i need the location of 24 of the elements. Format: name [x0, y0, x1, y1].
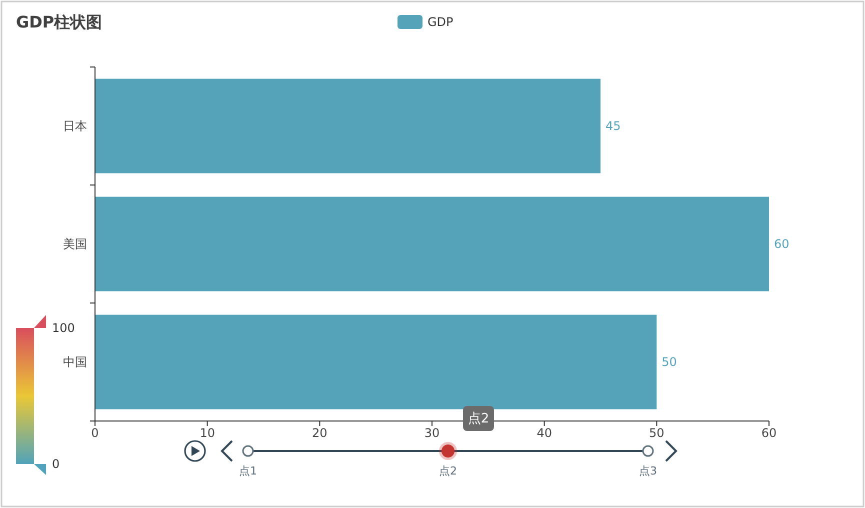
x-tick-label: 60	[761, 426, 777, 440]
data-label: 60	[774, 237, 790, 251]
y-tick-label: 美国	[63, 237, 87, 251]
x-tick-label: 20	[312, 426, 328, 440]
x-tick-label: 50	[649, 426, 664, 440]
annotation: 点2	[468, 412, 490, 426]
bar	[95, 196, 769, 292]
data-label: 50	[662, 355, 677, 369]
chart-title: GDP柱状图	[16, 12, 102, 32]
x-tick-label: 40	[536, 426, 552, 440]
bar	[95, 314, 657, 410]
x-tick-label: 0	[91, 426, 99, 440]
y-tick-label: 中国	[63, 355, 87, 369]
color-bar-label: 0	[52, 457, 60, 471]
text: 点2	[439, 464, 457, 478]
data-label: 45	[606, 119, 621, 133]
x-tick-label: 30	[424, 426, 440, 440]
x-tick-label: 10	[200, 426, 215, 440]
text: 点3	[639, 464, 657, 478]
color-bar-label: 100	[52, 321, 75, 335]
legend-label: GDP	[428, 15, 454, 29]
y-tick-label: 日本	[63, 119, 87, 133]
text: 点1	[239, 464, 257, 478]
bar	[95, 78, 600, 174]
